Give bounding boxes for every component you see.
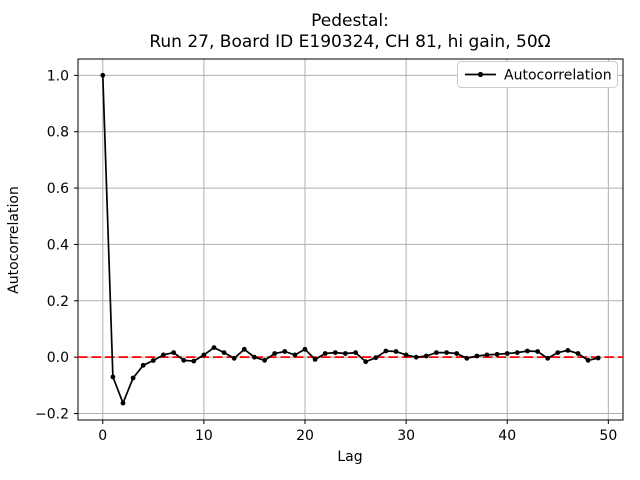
data-point xyxy=(252,354,257,360)
data-point xyxy=(140,362,146,368)
data-point xyxy=(383,348,389,354)
y-tick-label: 0.4 xyxy=(47,237,69,253)
data-point xyxy=(171,350,177,355)
y-tick-label: −0.2 xyxy=(35,407,69,423)
data-point xyxy=(373,355,379,361)
data-point xyxy=(565,348,571,353)
data-point xyxy=(191,358,197,364)
y-tick-label: 0.0 xyxy=(47,350,69,366)
x-tick-label: 0 xyxy=(98,428,107,444)
legend: Autocorrelation xyxy=(457,61,618,88)
data-point xyxy=(514,350,520,355)
data-point xyxy=(302,346,308,352)
data-point xyxy=(272,351,278,356)
data-point xyxy=(464,355,470,361)
y-tick-label: 1.0 xyxy=(47,68,69,84)
legend-box xyxy=(457,61,618,88)
y-axis-ticks: −0.2 0.0 0.2 0.4 0.6 0.8 1.0 xyxy=(35,68,78,423)
title-line-2: Run 27, Board ID E190324, CH 81, hi gain… xyxy=(149,32,550,52)
data-point xyxy=(434,350,439,355)
data-point xyxy=(444,350,449,355)
data-point xyxy=(525,348,530,354)
data-point xyxy=(292,352,298,358)
data-point xyxy=(211,345,217,350)
data-point xyxy=(161,352,166,358)
y-tick-label: 0.8 xyxy=(47,125,69,141)
legend-label: Autocorrelation xyxy=(504,68,612,84)
data-point xyxy=(231,355,237,361)
data-point xyxy=(595,355,601,361)
x-tick-label: 30 xyxy=(397,428,415,444)
data-point xyxy=(332,350,338,355)
data-point xyxy=(201,352,207,358)
y-tick-label: 0.2 xyxy=(47,294,69,310)
data-point xyxy=(120,400,126,406)
data-point xyxy=(363,359,369,365)
data-point xyxy=(423,353,429,359)
data-point xyxy=(241,346,247,352)
data-point xyxy=(454,351,460,356)
data-point xyxy=(343,351,348,356)
data-point xyxy=(494,351,500,357)
data-point xyxy=(403,352,409,358)
data-point xyxy=(585,357,591,363)
grid xyxy=(78,59,623,420)
y-axis-label: Autocorrelation xyxy=(6,186,22,294)
data-point xyxy=(282,349,288,354)
x-axis-ticks: 0 10 20 30 40 50 xyxy=(98,420,617,444)
x-tick-label: 40 xyxy=(498,428,516,444)
data-point xyxy=(353,350,358,355)
data-point xyxy=(484,352,490,358)
x-tick-label: 10 xyxy=(195,428,213,444)
data-point xyxy=(474,353,480,359)
series-line xyxy=(101,75,599,406)
data-point xyxy=(504,351,510,356)
data-point xyxy=(110,374,116,380)
x-tick-label: 50 xyxy=(599,428,617,444)
data-point xyxy=(130,375,136,381)
data-point xyxy=(393,349,399,354)
data-point xyxy=(221,350,227,355)
y-tick-label: 0.6 xyxy=(47,181,69,197)
data-point xyxy=(262,357,267,363)
x-axis-label: Lag xyxy=(337,449,362,465)
plot-border xyxy=(77,58,624,421)
data-point xyxy=(545,355,551,361)
data-point xyxy=(181,357,187,363)
title-line-1: Pedestal: xyxy=(311,11,389,31)
data-point xyxy=(100,72,106,78)
x-tick-label: 20 xyxy=(296,428,314,444)
data-point xyxy=(312,357,318,362)
legend-sample-marker xyxy=(477,71,484,78)
series-group xyxy=(100,72,601,406)
data-point xyxy=(150,358,156,363)
data-point xyxy=(413,354,419,360)
data-point xyxy=(322,351,328,356)
data-point xyxy=(575,351,581,356)
data-point xyxy=(555,350,561,355)
data-point xyxy=(535,349,540,354)
